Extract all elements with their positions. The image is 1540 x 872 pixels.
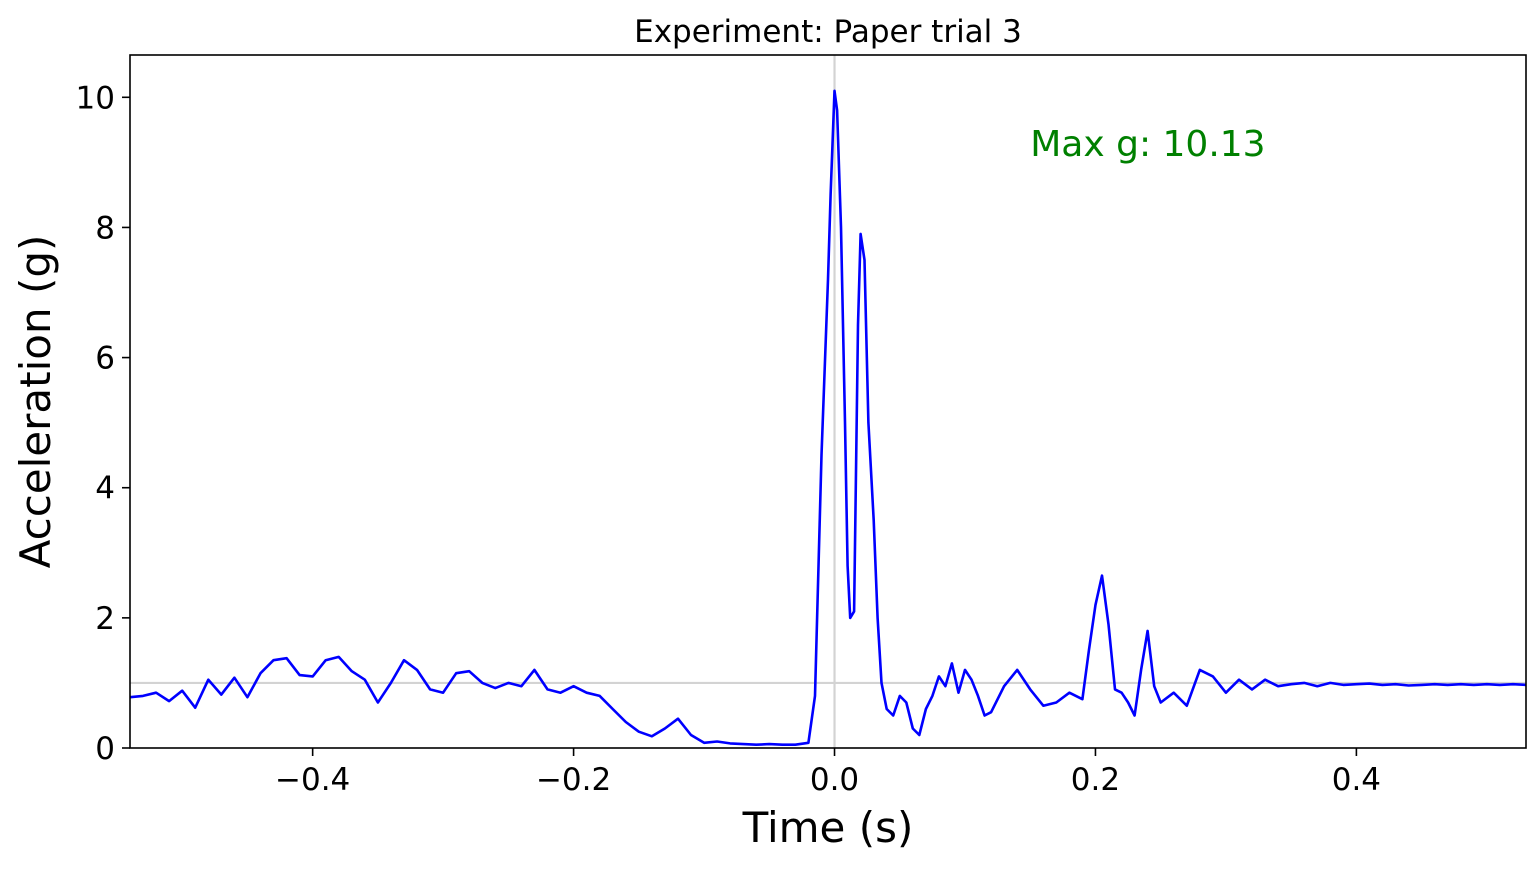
- y-axis: 0 2 4 6 8 10: [76, 80, 130, 767]
- x-tick-label: 0.2: [1071, 762, 1120, 798]
- y-tick-label: 0: [95, 731, 115, 767]
- y-tick-label: 10: [76, 80, 115, 116]
- y-tick-label: 6: [95, 341, 115, 377]
- series-line-acceleration: [129, 89, 1527, 747]
- x-tick-label: 0.4: [1332, 762, 1381, 798]
- max-g-annotation: Max g: 10.13: [1030, 124, 1265, 165]
- x-tick-label: 0.0: [810, 762, 859, 798]
- series-layer: [129, 89, 1527, 747]
- y-tick-label: 8: [95, 210, 115, 246]
- plot-area-frame: [129, 54, 1527, 749]
- y-axis-title: Acceleration (g): [11, 235, 60, 569]
- chart-title: Experiment: Paper trial 3: [634, 14, 1022, 50]
- y-tick-label: 2: [95, 601, 115, 637]
- y-tick-label: 4: [95, 471, 115, 507]
- x-tick-label: −0.4: [275, 762, 350, 798]
- x-tick-label: −0.2: [536, 762, 611, 798]
- x-axis-title: Time (s): [742, 803, 914, 852]
- x-axis: −0.4 −0.2 0.0 0.2 0.4: [275, 748, 1381, 798]
